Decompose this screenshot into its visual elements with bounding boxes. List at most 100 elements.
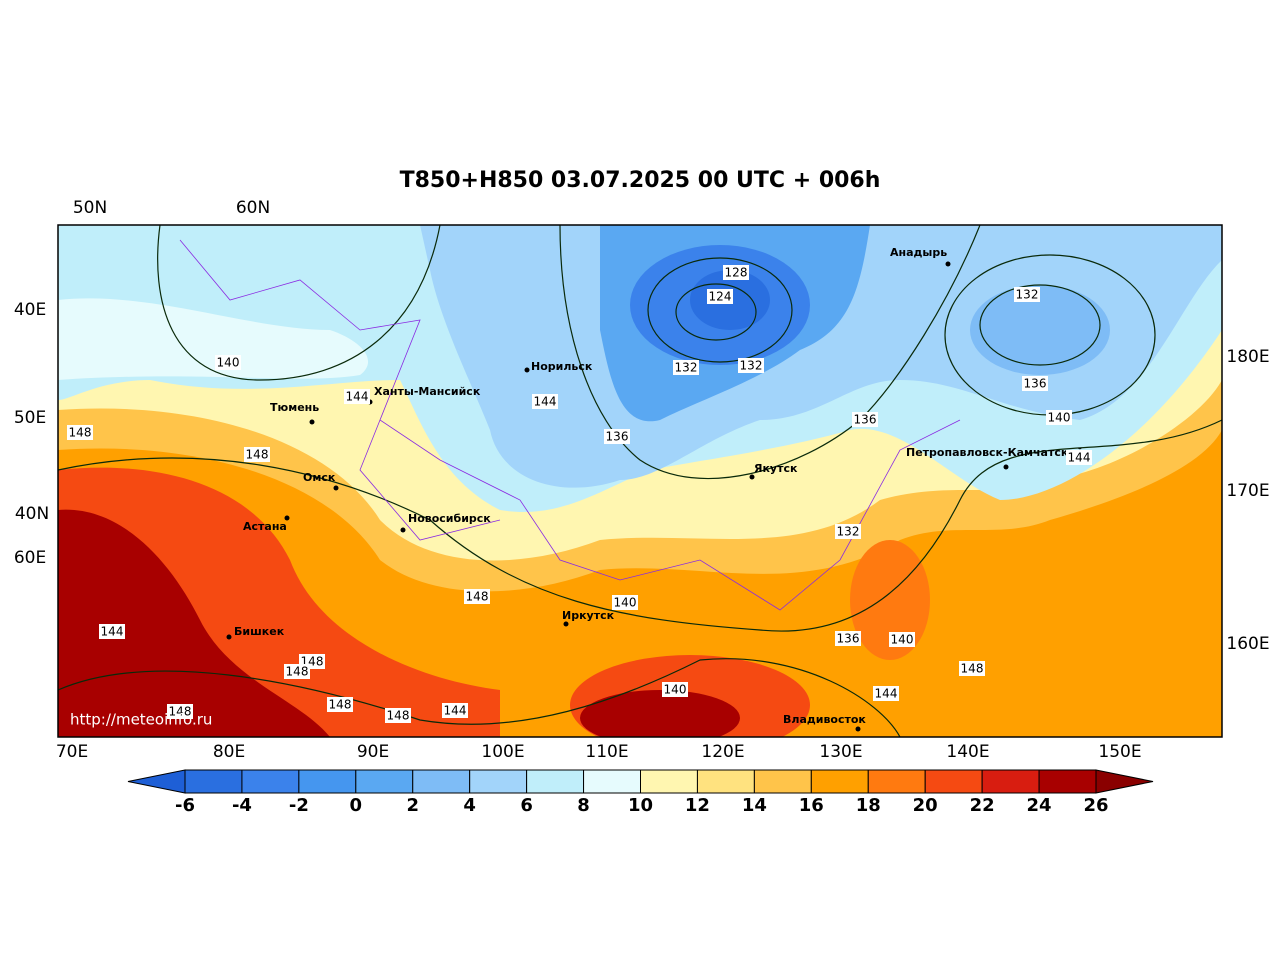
contour-label: 128	[725, 266, 748, 280]
city-dot	[855, 726, 861, 732]
contour-label-bg	[67, 425, 93, 440]
contour-label-bg	[215, 355, 241, 370]
colorbar-tick-label: 10	[628, 795, 653, 816]
map-frame	[57, 224, 1223, 738]
colorbar-tick-label: 22	[970, 795, 995, 816]
contour-label: 136	[1024, 377, 1047, 391]
lat-label: 50N	[73, 198, 107, 218]
contour-label-bg	[1066, 450, 1092, 465]
contour-label: 148	[466, 590, 489, 604]
contour-label-bg	[1022, 376, 1048, 391]
lon-label: 80E	[213, 742, 245, 762]
lon-label: 40E	[14, 300, 46, 320]
contour-label-bg	[284, 664, 310, 679]
colorbar-bin	[469, 769, 528, 794]
colorbar-bin	[867, 769, 926, 794]
city-label: Иркутск	[562, 609, 615, 622]
contour-label: 140	[1048, 411, 1071, 425]
contour-label-bg	[612, 595, 638, 610]
contour-label: 144	[534, 395, 557, 409]
colorbar-bin	[241, 769, 300, 794]
city-label: Анадырь	[890, 246, 947, 259]
contour-label: 144	[875, 687, 898, 701]
colorbar-bin	[753, 769, 812, 794]
colorbar-tick-label: 8	[577, 795, 590, 816]
contour-label: 148	[961, 662, 984, 676]
contour-label-bg	[464, 589, 490, 604]
lon-label: 100E	[481, 742, 524, 762]
contour-label-bg	[327, 697, 353, 712]
colorbar-tick-label: 26	[1083, 795, 1108, 816]
contour-label-bg	[707, 289, 733, 304]
city-label: Якутск	[754, 462, 798, 475]
labels: 50N 60N 40E 50E 40N 60E 180E 170E 160E 70E 80E 90E 1…	[14, 198, 1270, 762]
city-dot	[333, 485, 339, 491]
colorbar-bin	[355, 769, 414, 794]
lon-label: 160E	[1226, 634, 1269, 654]
colorbar-bin	[526, 769, 585, 794]
colorbar-bin	[1038, 769, 1097, 794]
contour-label-bg	[835, 631, 861, 646]
contour-label: 140	[891, 633, 914, 647]
contour-label: 124	[709, 290, 732, 304]
colorbar-bin	[298, 769, 357, 794]
colorbar-tick-label: 0	[350, 795, 363, 816]
city-dot	[563, 621, 569, 627]
city-label: Новосибирск	[408, 512, 491, 525]
lon-label: 150E	[1098, 742, 1141, 762]
contour-label-bg	[662, 682, 688, 697]
lon-label: 90E	[357, 742, 389, 762]
contour-label-bg	[344, 389, 370, 404]
colorbar: -6 -4 -2 0 2 4 6 8 10 12 14 16 18 20 22 24 26	[127, 769, 1154, 816]
contour-label: 140	[664, 683, 687, 697]
contour-label: 148	[69, 426, 92, 440]
lon-label: 60E	[14, 548, 46, 568]
lon-label: 110E	[585, 742, 628, 762]
city-dot	[524, 367, 530, 373]
colorbar-bin	[696, 769, 755, 794]
colorbar-tick-label: 2	[406, 795, 419, 816]
city-label: Астана	[243, 520, 287, 533]
city-dot	[945, 261, 951, 267]
city-dot	[749, 474, 755, 480]
contour-label: 144	[444, 704, 467, 718]
contour-label-bg	[167, 704, 193, 719]
city-label: Норильск	[531, 360, 593, 373]
colorbar-tick-label: 4	[463, 795, 476, 816]
colorbar-bin	[981, 769, 1040, 794]
contour-label: 148	[286, 665, 309, 679]
lon-label: 140E	[946, 742, 989, 762]
credit: http://meteoinfo.ru	[70, 711, 212, 729]
contour-label: 148	[387, 709, 410, 723]
contour-label: 144	[346, 390, 369, 404]
contour-label: 140	[217, 356, 240, 370]
colorbar-bin	[184, 769, 243, 794]
contour-label-bg	[889, 632, 915, 647]
contour-label-bg	[385, 708, 411, 723]
contour-label-bg	[852, 412, 878, 427]
contour-label: 148	[169, 705, 192, 719]
colorbar-bin	[412, 769, 471, 794]
lon-label: 70E	[56, 742, 88, 762]
lon-label: 170E	[1226, 481, 1269, 501]
colorbar-tick-label: -4	[232, 795, 252, 816]
city-dot	[226, 634, 232, 640]
city-label: Владивосток	[783, 713, 866, 726]
lon-label: 180E	[1226, 347, 1269, 367]
contour-label-bg	[959, 661, 985, 676]
contour-label: 132	[1016, 288, 1039, 302]
contour-label-bg	[604, 429, 630, 444]
contour-label-bg	[442, 703, 468, 718]
contour-label: 140	[614, 596, 637, 610]
contour-label-bg	[723, 265, 749, 280]
colorbar-tick-label: -6	[175, 795, 195, 816]
colorbar-tick-label: -2	[289, 795, 309, 816]
city-label: Омск	[303, 471, 336, 484]
colorbar-bin	[640, 769, 698, 794]
contour-label-bg	[1014, 287, 1040, 302]
colorbar-tick-label: 6	[520, 795, 533, 816]
contour-label-bg	[99, 624, 125, 639]
colorbar-tick-label: 14	[742, 795, 767, 816]
lon-label: 50E	[14, 408, 46, 428]
city-dot	[309, 419, 315, 425]
